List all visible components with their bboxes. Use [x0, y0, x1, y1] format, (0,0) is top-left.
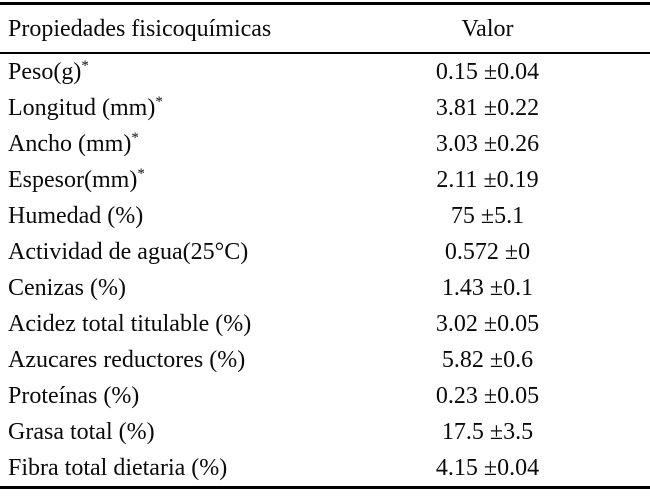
value-cell: 3.81 ±0.22: [435, 95, 540, 121]
table-row: Cenizas (%) 1.43 ±0.1: [0, 270, 650, 306]
property-label: Espesor(mm): [8, 167, 138, 193]
footnote-asterisk: *: [131, 130, 139, 146]
value-cell: 2.11 ±0.19: [436, 167, 539, 193]
table-row: Longitud (mm)* 3.81 ±0.22: [0, 90, 650, 126]
value-cell: 75 ±5.1: [450, 203, 525, 229]
value-cell: 0.15 ±0.04: [435, 59, 540, 85]
footnote-asterisk: *: [137, 166, 145, 182]
table-row: Grasa total (%) 17.5 ±3.5: [0, 414, 650, 450]
property-cell: Longitud (mm)*: [0, 94, 325, 121]
property-cell: Fibra total dietaria (%): [0, 456, 325, 480]
footnote-asterisk: *: [155, 94, 163, 110]
value-cell: 0.23 ±0.05: [435, 383, 540, 409]
value-cell: 0.572 ±0: [444, 239, 531, 265]
physicochemical-properties-table: Propiedades fisicoquímicas Valor Peso(g)…: [0, 2, 650, 489]
footnote-asterisk: *: [81, 58, 89, 74]
header-property-cell: Propiedades fisicoquímicas: [8, 15, 272, 42]
property-label: Cenizas (%): [8, 275, 126, 301]
property-cell: Acidez total titulable (%): [0, 312, 325, 336]
property-label: Peso(g): [8, 59, 82, 85]
property-cell: Peso(g)*: [0, 58, 325, 85]
value-cell: 4.15 ±0.04: [435, 455, 540, 481]
value-cell: 1.43 ±0.1: [441, 275, 534, 301]
table-row: Proteínas (%) 0.23 ±0.05: [0, 378, 650, 414]
property-cell: Cenizas (%): [0, 276, 325, 300]
value-cell: 3.03 ±0.26: [435, 131, 540, 157]
value-cell: 17.5 ±3.5: [441, 419, 534, 445]
table-row: Actividad de agua(25°C) 0.572 ±0: [0, 234, 650, 270]
table-row: Fibra total dietaria (%) 4.15 ±0.04: [0, 450, 650, 486]
property-label: Grasa total (%): [8, 419, 155, 445]
property-cell: Humedad (%): [0, 204, 325, 228]
property-cell: Espesor(mm)*: [0, 166, 325, 193]
property-label: Longitud (mm): [8, 95, 156, 121]
property-label: Ancho (mm): [8, 131, 132, 157]
property-label: Fibra total dietaria (%): [8, 455, 228, 481]
property-label: Azucares reductores (%): [8, 347, 246, 373]
property-label: Actividad de agua(25°C): [8, 239, 249, 265]
table-row: Humedad (%) 75 ±5.1: [0, 198, 650, 234]
property-label: Proteínas (%): [8, 383, 140, 409]
value-cell: 5.82 ±0.6: [441, 347, 534, 373]
property-cell: Actividad de agua(25°C): [0, 240, 325, 264]
property-label: Acidez total titulable (%): [8, 311, 252, 337]
table-row: Ancho (mm)* 3.03 ±0.26: [0, 126, 650, 162]
property-cell: Ancho (mm)*: [0, 130, 325, 157]
property-cell: Proteínas (%): [0, 384, 325, 408]
property-label: Humedad (%): [8, 203, 144, 229]
property-cell: Azucares reductores (%): [0, 348, 325, 372]
table-header-row: Propiedades fisicoquímicas Valor: [0, 5, 650, 54]
value-cell: 3.02 ±0.05: [435, 311, 540, 337]
table-row: Espesor(mm)* 2.11 ±0.19: [0, 162, 650, 198]
header-value-cell: Valor: [461, 15, 514, 42]
table-row: Acidez total titulable (%) 3.02 ±0.05: [0, 306, 650, 342]
table-row: Peso(g)* 0.15 ±0.04: [0, 54, 650, 90]
table-row: Azucares reductores (%) 5.82 ±0.6: [0, 342, 650, 378]
property-cell: Grasa total (%): [0, 420, 325, 444]
